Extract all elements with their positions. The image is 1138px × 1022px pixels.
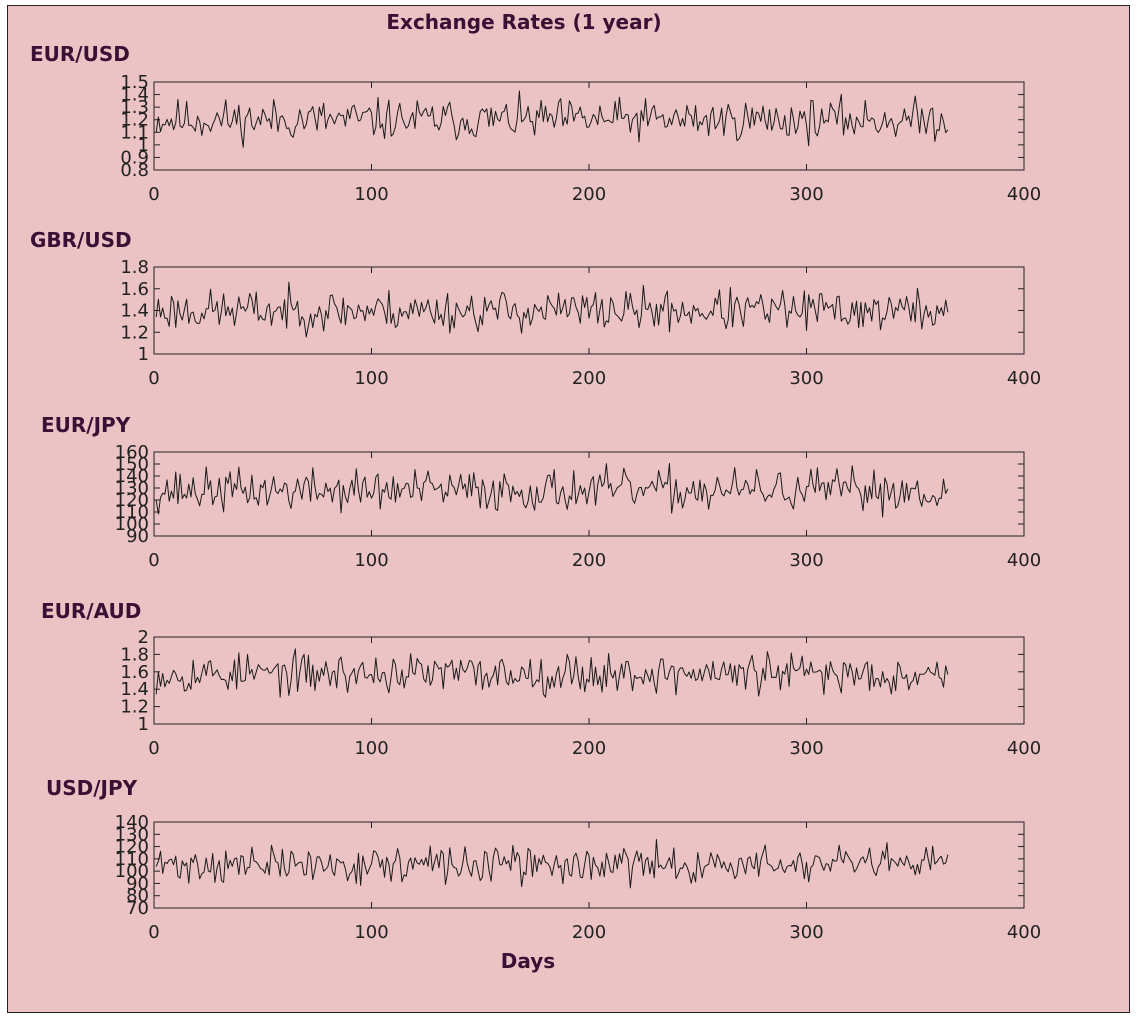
x-tick-label: 300	[789, 184, 823, 205]
y-tick-label: 140	[115, 466, 149, 487]
y-tick-label: 1.4	[120, 85, 149, 106]
y-tick-label: 160	[115, 442, 149, 463]
x-tick-label: 400	[1007, 738, 1041, 759]
y-tick-label: 2	[138, 627, 149, 648]
y-tick-label: 90	[126, 873, 149, 894]
chart-title: Exchange Rates (1 year)	[386, 10, 661, 34]
x-tick-label: 400	[1007, 368, 1041, 389]
y-tick-label: 1.4	[120, 679, 149, 700]
y-tick-label: 1.2	[120, 322, 149, 343]
y-tick-label: 130	[115, 824, 149, 845]
panel-eur-aud: EUR/AUD 11.21.41.61.82 0 100 200 300 400	[41, 599, 1041, 759]
y-tick-label: 1.8	[120, 257, 149, 278]
x-tick-label: 200	[572, 738, 606, 759]
y-tick-label: 1.6	[120, 279, 149, 300]
series-line-eur-jpy	[155, 463, 949, 518]
x-tick-label: 100	[354, 738, 388, 759]
x-tick-label: 300	[789, 738, 823, 759]
y-tick-label: 140	[115, 812, 149, 833]
series-line-eur-aud	[155, 648, 949, 698]
panel-title: EUR/USD	[30, 42, 130, 66]
x-tick-label: 0	[148, 184, 159, 205]
x-tick-label: 100	[354, 922, 388, 943]
x-axis-label: Days	[501, 949, 555, 973]
y-tick-label: 100	[115, 514, 149, 535]
x-tick-label: 100	[354, 550, 388, 571]
y-tick-label: 1.5	[120, 72, 149, 93]
axes-frame	[153, 266, 1025, 355]
x-tick-label: 200	[572, 550, 606, 571]
x-tick-label: 200	[572, 922, 606, 943]
y-tick-label: 110	[115, 502, 149, 523]
x-tick-label: 100	[354, 184, 388, 205]
x-tick-label: 0	[148, 738, 159, 759]
x-tick-label: 0	[148, 922, 159, 943]
y-tick-label: 110	[115, 849, 149, 870]
y-tick-label: 1.6	[120, 662, 149, 683]
series-line-eur-usd	[155, 90, 949, 148]
y-tick-label: 90	[126, 526, 149, 547]
x-tick-label: 400	[1007, 184, 1041, 205]
chart-figure: Exchange Rates (1 year) EUR/USD 0.8 0.9 1 1.…	[7, 5, 1130, 1013]
y-tick-label: 130	[115, 478, 149, 499]
x-tick-label: 200	[572, 184, 606, 205]
x-tick-label: 400	[1007, 550, 1041, 571]
x-tick-label: 300	[789, 368, 823, 389]
panel-title: GBR/USD	[30, 228, 132, 252]
x-tick-label: 0	[148, 368, 159, 389]
y-tick-label: 70	[126, 898, 149, 919]
y-tick-label: 1.3	[120, 97, 149, 118]
y-tick-label: 1.2	[120, 697, 149, 718]
x-tick-label: 300	[789, 922, 823, 943]
y-tick-label: 1.4	[120, 301, 149, 322]
panel-gbr-usd: GBR/USD 11.21.41.61.8 0 100 200 300 400	[30, 228, 1041, 389]
chart-svg: Exchange Rates (1 year) EUR/USD0.80.911.…	[30, 10, 1041, 973]
x-tick-label: 0	[148, 550, 159, 571]
x-tick-label: 300	[789, 550, 823, 571]
series-line-gbr-usd	[155, 281, 949, 338]
y-tick-label: 80	[126, 886, 149, 907]
y-tick-label: 1.1	[120, 122, 149, 143]
y-tick-label: 1.2	[120, 110, 149, 131]
y-tick-label: 1	[138, 344, 149, 365]
y-tick-label: 1	[138, 714, 149, 735]
y-tick-label: 120	[115, 837, 149, 858]
x-tick-label: 400	[1007, 922, 1041, 943]
y-tick-label: 100	[115, 861, 149, 882]
x-tick-label: 200	[572, 368, 606, 389]
panel-title: EUR/JPY	[41, 413, 131, 437]
y-tick-label: 150	[115, 454, 149, 475]
panel-eur-usd: EUR/USD 0.80.911.11.21.31.41.5 0 100 200 300 4…	[30, 42, 1041, 205]
series-line-usd-jpy	[155, 838, 949, 889]
y-tick-label: 1	[138, 135, 149, 156]
panel-title: USD/JPY	[46, 776, 138, 800]
y-tick-label: 0.8	[120, 160, 149, 181]
y-tick-label: 1.8	[120, 644, 149, 665]
panel-title: EUR/AUD	[41, 599, 141, 623]
x-tick-label: 100	[354, 368, 388, 389]
y-tick-label: 120	[115, 490, 149, 511]
y-tick-label: 0.9	[120, 147, 149, 168]
